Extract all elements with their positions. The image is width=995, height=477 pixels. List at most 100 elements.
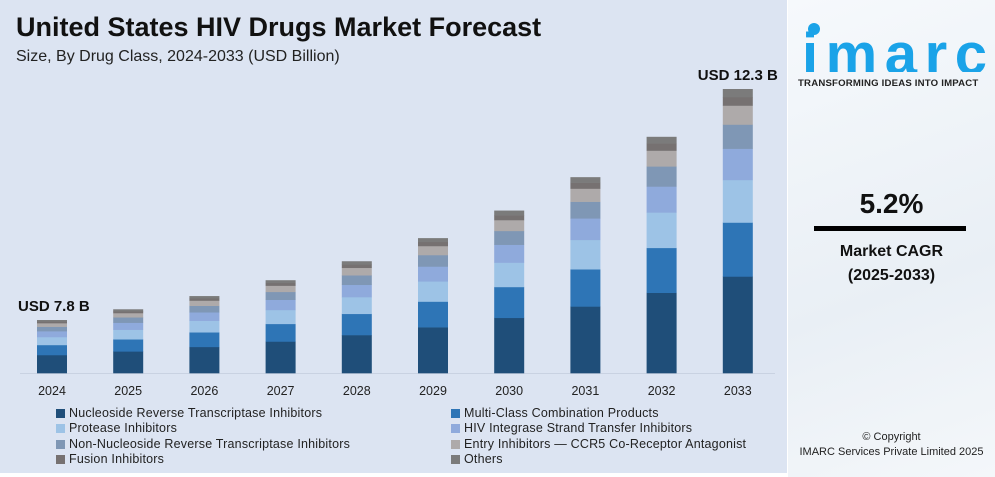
bar-segment xyxy=(37,354,67,374)
bar-segment xyxy=(646,166,677,187)
bar-segment xyxy=(418,245,448,256)
x-tick-label: 2024 xyxy=(38,384,66,398)
data-label-last: USD 12.3 B xyxy=(698,67,778,84)
bar-segment xyxy=(265,299,296,311)
bar-segment xyxy=(418,241,448,247)
bar-segment xyxy=(646,143,677,151)
bar-segment xyxy=(189,320,220,333)
bar-segment xyxy=(722,105,753,125)
legend-swatch xyxy=(451,439,460,449)
copyright-label: © Copyright xyxy=(862,431,921,443)
bar-segment xyxy=(189,298,220,301)
data-label-first: USD 7.8 B xyxy=(18,298,90,315)
bar-segment xyxy=(646,186,677,213)
bar-segment xyxy=(494,215,525,221)
bar-segment xyxy=(341,284,372,298)
bar-segment xyxy=(494,286,525,319)
bar-segment xyxy=(341,267,372,276)
x-tick-label: 2031 xyxy=(571,384,599,398)
bar-segment xyxy=(570,201,601,219)
legend-label: Protease Inhibitors xyxy=(69,421,178,436)
bar-segment xyxy=(189,346,220,374)
bar-segment xyxy=(265,341,296,374)
legend-item: Non-Nucleoside Reverse Transcriptase Inh… xyxy=(56,437,451,452)
bar-segment xyxy=(494,244,525,263)
bar-segment xyxy=(37,326,67,332)
bar-segment xyxy=(113,312,144,318)
bar-segment xyxy=(265,291,296,300)
x-tick-label: 2030 xyxy=(495,384,523,398)
bar-segment xyxy=(265,285,296,293)
legend-item: Entry Inhibitors — CCR5 Co-Receptor Anta… xyxy=(451,437,771,452)
bar-segment xyxy=(418,254,448,267)
bar-segment xyxy=(265,323,296,342)
bar-segment xyxy=(37,336,67,346)
bar-segment xyxy=(189,296,220,299)
x-tick-label: 2033 xyxy=(724,384,752,398)
legend: Nucleoside Reverse Transcriptase Inhibit… xyxy=(56,406,776,467)
legend-label: Non-Nucleoside Reverse Transcriptase Inh… xyxy=(69,436,351,451)
bar-segment xyxy=(113,322,144,330)
legend-label: Nucleoside Reverse Transcriptase Inhibit… xyxy=(69,406,323,420)
chart-panel: United States HIV Drugs Market Forecast … xyxy=(0,0,787,473)
legend-label: Multi-Class Combination Products xyxy=(464,406,659,420)
chart-title: United States HIV Drugs Market Forecast xyxy=(16,12,542,42)
legend-item: Fusion Inhibitors xyxy=(56,452,451,467)
legend-item: Nucleoside Reverse Transcriptase Inhibit… xyxy=(56,406,451,421)
bar-segment xyxy=(37,331,67,338)
bar-segment xyxy=(722,96,753,106)
bar-segment xyxy=(570,306,601,374)
bar-segment xyxy=(341,264,372,269)
cagr-period: (2025-2033) xyxy=(847,267,936,284)
legend-label: Others xyxy=(464,451,503,466)
bar-segment xyxy=(646,247,677,293)
bar-segment xyxy=(646,150,677,167)
chart-subtitle: Size, By Drug Class, 2024-2033 (USD Bill… xyxy=(16,48,340,65)
legend-label: HIV Integrase Strand Transfer Inhibitors xyxy=(464,421,693,436)
bar-segment xyxy=(570,218,601,241)
bar-segment xyxy=(418,327,448,374)
bar-segment xyxy=(722,148,753,181)
legend-label: Entry Inhibitors — CCR5 Co-Receptor Anta… xyxy=(464,436,747,451)
legend-swatch xyxy=(56,409,65,419)
bar-segment xyxy=(494,230,525,245)
x-tick-label: 2032 xyxy=(648,384,676,398)
bar-segment xyxy=(113,329,144,340)
bar-segment xyxy=(418,238,448,243)
copyright: © Copyright IMARC Services Private Limit… xyxy=(788,430,995,460)
x-tick-label: 2027 xyxy=(267,384,295,398)
x-tick-label: 2026 xyxy=(190,384,218,398)
legend-swatch xyxy=(451,409,460,419)
x-tick-label: 2025 xyxy=(114,384,142,398)
bar-segment xyxy=(418,266,448,282)
legend-item: Protease Inhibitors xyxy=(56,421,451,436)
bar-segment xyxy=(113,309,144,312)
cagr-value: 5.2% xyxy=(859,188,924,219)
bar-segment xyxy=(570,177,601,183)
bar-segment xyxy=(570,239,601,270)
bar-segment xyxy=(570,269,601,307)
bar-segment xyxy=(646,136,677,144)
imarc-logo: imarc xyxy=(802,22,987,72)
bar-segment xyxy=(189,312,220,321)
bar-segment xyxy=(113,351,144,374)
bar-segment xyxy=(494,317,525,374)
bar-segment xyxy=(341,297,372,315)
legend-item: Multi-Class Combination Products xyxy=(451,406,771,421)
bar-segment xyxy=(418,301,448,328)
x-tick-label: 2029 xyxy=(419,384,447,398)
bar-segment xyxy=(494,210,525,216)
bar-segment xyxy=(341,275,372,286)
bar-segment xyxy=(37,344,67,356)
bar-segment xyxy=(37,323,67,327)
bar-segment xyxy=(722,89,753,98)
info-panel: imarc TRANSFORMING IDEAS INTO IMPACT 5.2… xyxy=(788,0,995,477)
bar-segment xyxy=(722,124,753,149)
bar-segment xyxy=(418,281,448,302)
divider xyxy=(814,226,966,231)
bar-segment xyxy=(722,222,753,277)
legend-swatch xyxy=(451,455,460,465)
legend-item: Others xyxy=(451,452,771,467)
bar-segment xyxy=(494,262,525,288)
bar-segment xyxy=(189,305,220,313)
